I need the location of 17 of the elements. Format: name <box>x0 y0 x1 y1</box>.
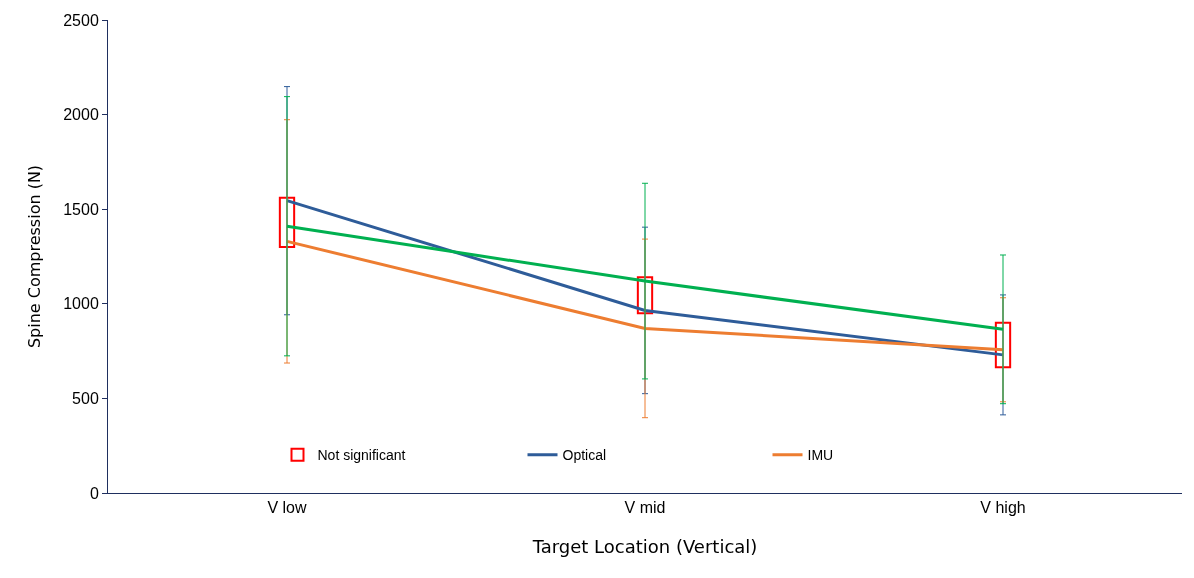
y-tick-label: 1500 <box>63 200 99 218</box>
legend-label: Optical <box>562 447 607 464</box>
legend-label: IMU <box>807 447 834 464</box>
y-axis-title: Spine Compression (N) <box>25 164 45 349</box>
legend-label: Not significant <box>317 447 406 464</box>
x-tick-label: V low <box>267 499 308 517</box>
y-tick-label: 500 <box>72 390 99 407</box>
y-tick-label: 1000 <box>63 295 99 313</box>
bar <box>636 276 654 315</box>
x-tick-label: V mid <box>624 499 666 517</box>
x-axis-title: Target Location (Vertical) <box>531 536 758 558</box>
x-tick-label: V high <box>980 499 1026 517</box>
y-tick-label: 2000 <box>63 106 99 124</box>
y-tick-label: 0 <box>89 484 99 502</box>
bar <box>994 321 1012 369</box>
y-tick-label: 2500 <box>63 11 99 29</box>
bar <box>278 196 296 249</box>
